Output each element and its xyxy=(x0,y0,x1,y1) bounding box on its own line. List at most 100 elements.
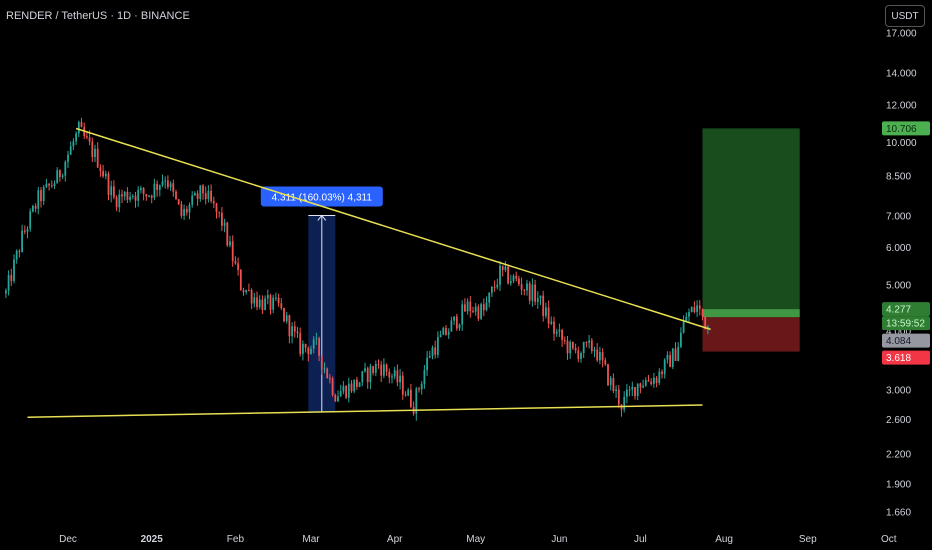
candle-body xyxy=(256,297,258,307)
candle xyxy=(650,378,653,386)
candle xyxy=(169,181,172,191)
candle xyxy=(472,306,474,314)
measure-label-box xyxy=(260,186,383,207)
candle xyxy=(137,186,140,207)
candle-body xyxy=(582,342,585,354)
candle xyxy=(628,385,631,397)
candle xyxy=(450,316,453,332)
candle xyxy=(631,381,634,397)
candle xyxy=(377,359,380,369)
candle-body xyxy=(650,381,653,384)
candle-body xyxy=(142,188,145,194)
candle xyxy=(647,375,650,382)
candle-body xyxy=(32,205,34,212)
candle-body xyxy=(512,275,515,282)
candle-body xyxy=(226,222,229,246)
candle xyxy=(223,218,226,233)
long-position-tool[interactable] xyxy=(702,128,800,352)
candle xyxy=(399,368,401,390)
candle-body xyxy=(601,352,604,361)
candle xyxy=(153,178,156,201)
trendlines[interactable] xyxy=(27,127,711,418)
x-tick-label: Mar xyxy=(302,534,320,545)
candle xyxy=(439,330,442,338)
candle-body xyxy=(523,289,526,291)
candle-body xyxy=(631,386,634,390)
candle-body xyxy=(356,379,358,387)
candle xyxy=(266,289,269,305)
candle-body xyxy=(418,388,420,390)
candle xyxy=(604,357,607,366)
candle-body xyxy=(588,340,590,343)
candle-body xyxy=(655,377,658,383)
candle-body xyxy=(534,284,536,302)
candle xyxy=(161,174,164,187)
candle xyxy=(671,347,674,370)
candle-body xyxy=(372,366,374,373)
candle-body xyxy=(671,348,674,368)
candle-body xyxy=(13,259,15,281)
candle xyxy=(326,367,329,379)
candle xyxy=(563,336,566,345)
candle-body xyxy=(542,295,545,316)
stop-price-label-box xyxy=(882,350,930,365)
candle-body xyxy=(661,371,663,375)
candle xyxy=(229,235,231,248)
candle-body xyxy=(585,342,588,344)
candle xyxy=(520,277,523,295)
candle xyxy=(102,164,104,178)
candle xyxy=(140,185,142,194)
candle xyxy=(661,369,663,379)
candle xyxy=(34,203,37,213)
candle xyxy=(528,281,531,305)
candle xyxy=(307,346,310,362)
candle-body xyxy=(266,295,269,299)
candle xyxy=(234,256,237,265)
candle xyxy=(372,365,374,376)
candle xyxy=(420,381,423,395)
last-price-label: 4.084 xyxy=(882,333,930,348)
candle xyxy=(13,254,15,284)
candle xyxy=(320,355,323,375)
candle-body xyxy=(277,297,280,304)
candle-body xyxy=(207,190,210,200)
time-axis[interactable]: Dec 2025 Feb Mar Apr May Jun Jul Aug Sep Oct xyxy=(59,534,897,545)
candle-body xyxy=(223,222,226,226)
candle-body xyxy=(644,380,647,386)
candle-body xyxy=(131,195,134,197)
candle-body xyxy=(350,383,353,392)
y-tick-label: 12.000 xyxy=(886,100,917,111)
candle xyxy=(442,326,445,335)
candle-body xyxy=(477,306,480,319)
candle xyxy=(175,189,177,201)
price-axis[interactable]: 17.000 14.000 12.000 10.000 8.500 7.000 6.000 5… xyxy=(886,29,917,519)
candle xyxy=(212,196,215,208)
y-tick-label: 1.660 xyxy=(886,507,911,518)
candle-body xyxy=(609,378,612,386)
candle-body xyxy=(245,290,248,293)
countdown-label-text: 13:59:52 xyxy=(886,319,925,330)
candle-body xyxy=(5,290,7,294)
candle xyxy=(180,200,183,219)
candle-body xyxy=(258,299,261,307)
horizontal-support xyxy=(27,404,703,418)
candle-body xyxy=(231,241,234,262)
candle xyxy=(312,336,315,354)
candle-body xyxy=(237,263,239,270)
candle-body xyxy=(607,364,609,386)
price-range-measure[interactable]: 4.311 (160.03%) 4,311 xyxy=(260,186,383,412)
candle xyxy=(501,265,504,277)
candle-body xyxy=(509,281,512,284)
candle-body xyxy=(383,364,385,376)
candle-body xyxy=(177,199,180,205)
y-tick-label: 14.000 xyxy=(886,69,917,80)
currency-button[interactable]: USDT xyxy=(885,5,925,27)
candle xyxy=(488,292,491,308)
candle-body xyxy=(67,154,69,162)
candle xyxy=(204,186,207,205)
candle xyxy=(526,279,528,296)
candle xyxy=(59,169,61,182)
candle xyxy=(53,180,56,190)
candle xyxy=(588,334,590,349)
